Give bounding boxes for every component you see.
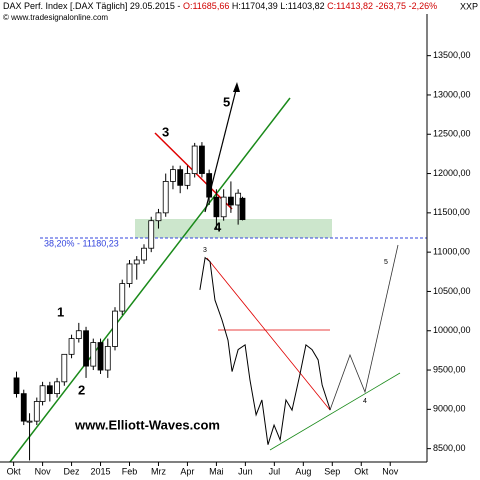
inset-line bbox=[269, 372, 401, 451]
candle-body bbox=[148, 220, 155, 249]
inset-line bbox=[206, 257, 331, 411]
x-tick-label: Feb bbox=[122, 466, 138, 476]
inset-label: 3 bbox=[203, 247, 207, 254]
y-tick-label: 11000,00 bbox=[433, 247, 470, 257]
candle-body bbox=[20, 393, 27, 422]
x-tick-label: Mai bbox=[209, 466, 224, 476]
wave-label: 3 bbox=[162, 124, 169, 139]
code: XXP bbox=[460, 1, 478, 11]
candle-body bbox=[170, 169, 176, 182]
header-high: H:11704,39 bbox=[232, 1, 278, 11]
header-close: C:11413,82 bbox=[327, 1, 373, 11]
y-tick-label: 13000,00 bbox=[433, 89, 471, 99]
candle-body bbox=[97, 342, 104, 371]
candle-body bbox=[177, 169, 184, 186]
x-tick-label: 2015 bbox=[91, 466, 111, 476]
x-tick-label: Apr bbox=[180, 466, 194, 476]
y-tick-label: 9500,00 bbox=[433, 364, 466, 374]
x-tick-label: Jul bbox=[269, 466, 281, 476]
y-tick-label: 8500,00 bbox=[433, 443, 466, 453]
candle-body bbox=[46, 385, 53, 395]
x-tick-label: Nov bbox=[35, 466, 52, 476]
watermark: www.Elliott-Waves.com bbox=[74, 417, 220, 432]
y-tick-label: 11500,00 bbox=[433, 207, 470, 217]
candle-body bbox=[13, 377, 20, 395]
x-tick-label: Okt bbox=[354, 466, 369, 476]
candle-body bbox=[162, 181, 169, 214]
y-tick-label: 12000,00 bbox=[433, 168, 471, 178]
candle-body bbox=[220, 196, 227, 218]
candle-body bbox=[133, 259, 140, 265]
wave-label: 2 bbox=[78, 382, 85, 397]
arrow-head bbox=[233, 82, 240, 92]
candle-body bbox=[199, 145, 205, 174]
inset-label: 4 bbox=[363, 398, 367, 405]
wave-label: 1 bbox=[57, 304, 64, 319]
candle-body bbox=[61, 353, 68, 383]
candle-body bbox=[126, 263, 133, 284]
y-tick-label: 10000,00 bbox=[433, 325, 471, 335]
candle-body bbox=[239, 197, 246, 221]
y-tick-label: 10500,00 bbox=[433, 286, 471, 296]
x-tick-label: Okt bbox=[7, 466, 22, 476]
candle-body bbox=[213, 196, 220, 218]
x-tick-label: Dez bbox=[64, 466, 81, 476]
wave-label: 5 bbox=[223, 94, 230, 109]
support-zone bbox=[135, 219, 332, 238]
header-open: O:11685,66 bbox=[183, 1, 229, 11]
header-change-pct: -2,26% bbox=[409, 1, 438, 11]
header-title: DAX Perf. Index [.DAX Täglich] 29.05.201… bbox=[3, 1, 180, 11]
y-tick-label: 9000,00 bbox=[433, 404, 466, 414]
candle-body bbox=[26, 420, 33, 423]
candle-body bbox=[104, 346, 111, 371]
y-tick-label: 12500,00 bbox=[433, 129, 471, 139]
trend-line bbox=[9, 97, 291, 463]
candle-body bbox=[75, 330, 82, 340]
candle-body bbox=[155, 212, 162, 222]
candle-body bbox=[83, 330, 89, 367]
x-tick-label: Nov bbox=[382, 466, 399, 476]
header: DAX Perf. Index [.DAX Täglich] 29.05.201… bbox=[3, 1, 437, 11]
y-tick-label: 13500,00 bbox=[433, 50, 471, 60]
header-change: -263,75 bbox=[376, 1, 407, 11]
candle-body bbox=[33, 401, 40, 422]
inset-line bbox=[199, 256, 331, 445]
x-tick-label: Mrz bbox=[151, 466, 166, 476]
candle-body bbox=[227, 196, 234, 206]
candle-body bbox=[206, 173, 213, 198]
candle-body bbox=[39, 385, 46, 402]
wave-label: 4 bbox=[214, 219, 222, 234]
candle-body bbox=[54, 381, 60, 395]
x-tick-label: Sep bbox=[324, 466, 340, 476]
candle-body bbox=[191, 145, 198, 174]
inset-label: 5 bbox=[384, 259, 388, 266]
retracement-label: 38,20% - 11180,23 bbox=[44, 238, 119, 248]
header-low: L:11403,82 bbox=[280, 1, 324, 11]
x-tick-label: Aug bbox=[295, 466, 311, 476]
candle-body bbox=[184, 173, 191, 186]
candle-body bbox=[119, 283, 126, 312]
projection bbox=[329, 244, 399, 411]
candle-body bbox=[90, 342, 97, 367]
candle-body bbox=[68, 338, 75, 355]
source: © www.tradesignalonline.com bbox=[3, 13, 108, 22]
x-tick-label: Jun bbox=[238, 466, 253, 476]
candle-body bbox=[141, 247, 147, 261]
candle-body bbox=[112, 310, 118, 347]
